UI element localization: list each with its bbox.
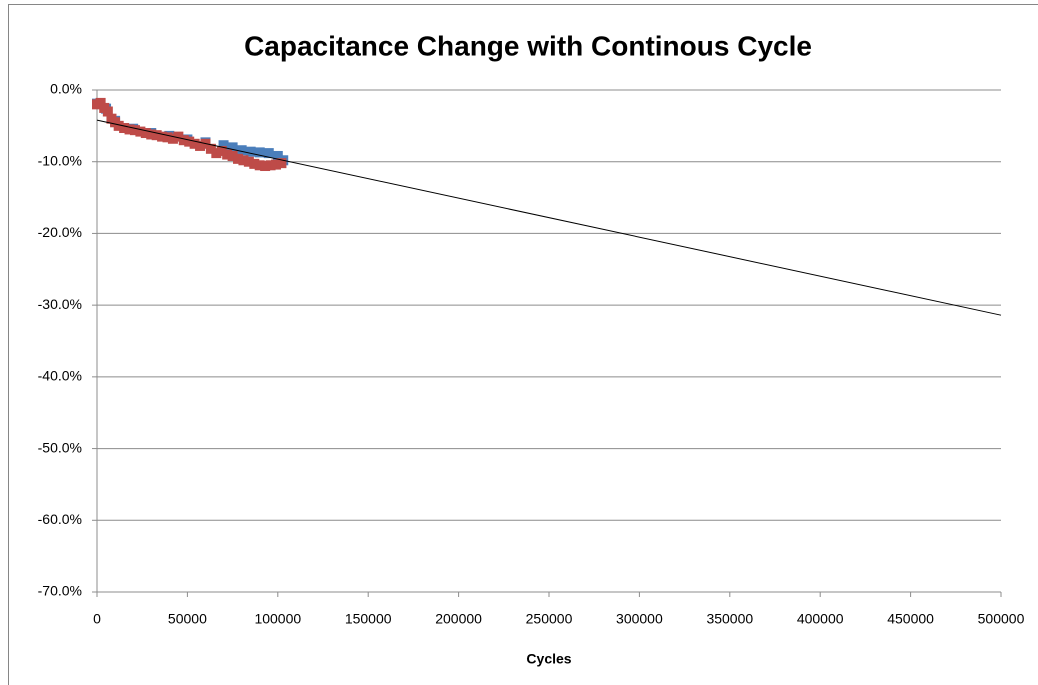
y-tick-label: -50.0%: [38, 439, 82, 455]
point: [151, 130, 162, 141]
x-tick-label: 200000: [435, 611, 482, 627]
point: [227, 142, 238, 153]
point: [195, 140, 206, 151]
y-tick-label: 0.0%: [50, 81, 82, 97]
point: [205, 143, 216, 154]
x-tick-label: 500000: [978, 611, 1025, 627]
point: [243, 156, 254, 167]
point: [270, 159, 281, 170]
point: [167, 133, 178, 144]
point: [162, 132, 173, 143]
point: [211, 148, 222, 159]
point: [276, 158, 287, 169]
point: [140, 128, 151, 139]
point: [263, 148, 274, 159]
point: [189, 138, 200, 149]
point: [124, 124, 135, 135]
y-tick-label: -10.0%: [38, 152, 82, 168]
point: [135, 126, 146, 137]
x-tick-label: 450000: [887, 611, 934, 627]
point: [227, 150, 238, 161]
x-tick-label: 400000: [797, 611, 844, 627]
x-tick-label: 150000: [345, 611, 392, 627]
chart-border: [8, 4, 1038, 685]
trendline: [96, 119, 1002, 316]
x-tick-label: 100000: [254, 611, 301, 627]
point: [245, 146, 256, 157]
y-tick-label: -30.0%: [38, 296, 82, 312]
point: [173, 131, 184, 142]
point: [233, 153, 244, 164]
x-tick-label: 0: [93, 611, 101, 627]
point: [272, 150, 283, 161]
point: [249, 158, 260, 169]
x-tick-label: 300000: [616, 611, 663, 627]
point: [218, 140, 229, 151]
x-axis-title: Cycles: [526, 651, 571, 667]
x-tick-label: 350000: [706, 611, 753, 627]
point: [260, 161, 271, 172]
y-tick-label: -40.0%: [38, 368, 82, 384]
point: [265, 160, 276, 171]
point: [238, 155, 249, 166]
x-tick-label: 250000: [526, 611, 573, 627]
point: [184, 136, 195, 147]
point: [146, 129, 157, 140]
point: [178, 135, 189, 146]
point: [254, 160, 265, 171]
point: [129, 125, 140, 136]
x-tick-label: 50000: [168, 611, 207, 627]
point: [222, 149, 233, 160]
y-tick-label: -20.0%: [38, 224, 82, 240]
point: [236, 145, 247, 156]
point: [157, 131, 168, 142]
point: [102, 106, 113, 117]
y-tick-label: -60.0%: [38, 511, 82, 527]
chart-title: Capacitance Change with Continous Cycle: [244, 30, 812, 61]
point: [113, 120, 124, 131]
point: [119, 123, 130, 134]
y-tick-label: -70.0%: [38, 583, 82, 599]
point: [216, 145, 227, 156]
point: [95, 97, 106, 108]
point: [254, 147, 265, 158]
